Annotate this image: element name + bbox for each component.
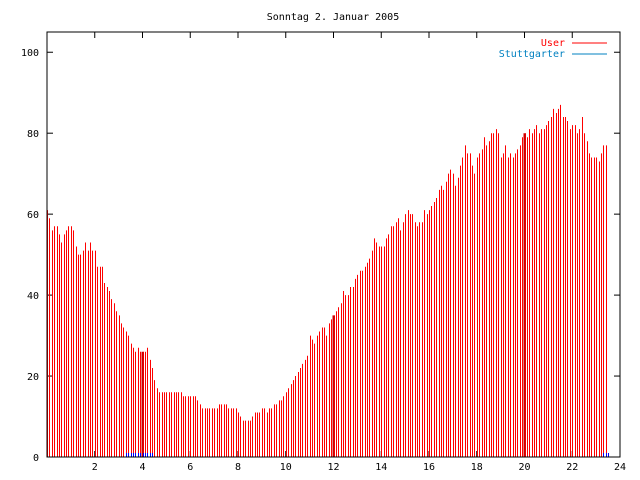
- legend-label-user: User: [541, 38, 565, 49]
- y-tick-label: 20: [27, 372, 39, 383]
- plot-area: [47, 104, 609, 457]
- legend-label-stuttgarter: Stuttgarter: [499, 49, 565, 60]
- x-tick-label: 2: [92, 462, 98, 473]
- x-tick-label: 18: [471, 462, 483, 473]
- y-tick-label: 40: [27, 291, 39, 302]
- x-tick-label: 16: [423, 462, 435, 473]
- x-tick-label: 8: [235, 462, 241, 473]
- legend: User Stuttgarter: [499, 38, 607, 60]
- x-tick-label: 22: [566, 462, 578, 473]
- y-tick-label: 0: [33, 453, 39, 464]
- x-tick-label: 4: [139, 462, 145, 473]
- plot-frame: [46, 31, 621, 458]
- y-tick-label: 60: [27, 210, 39, 221]
- x-tick-label: 6: [187, 462, 193, 473]
- x-tick-label: 10: [280, 462, 292, 473]
- x-tick-labels: 2 4 6 8 10 12 14 16 18 20 22 24: [92, 462, 626, 473]
- x-tick-label: 20: [518, 462, 530, 473]
- x-tick-label: 14: [375, 462, 387, 473]
- chart-title: Sonntag 2. Januar 2005: [267, 12, 399, 23]
- y-tick-labels: 0 20 40 60 80 100: [21, 48, 39, 464]
- x-tick-label: 12: [327, 462, 339, 473]
- y-tick-label: 80: [27, 129, 39, 140]
- x-tick-label: 24: [614, 462, 626, 473]
- y-tick-label: 100: [21, 48, 39, 59]
